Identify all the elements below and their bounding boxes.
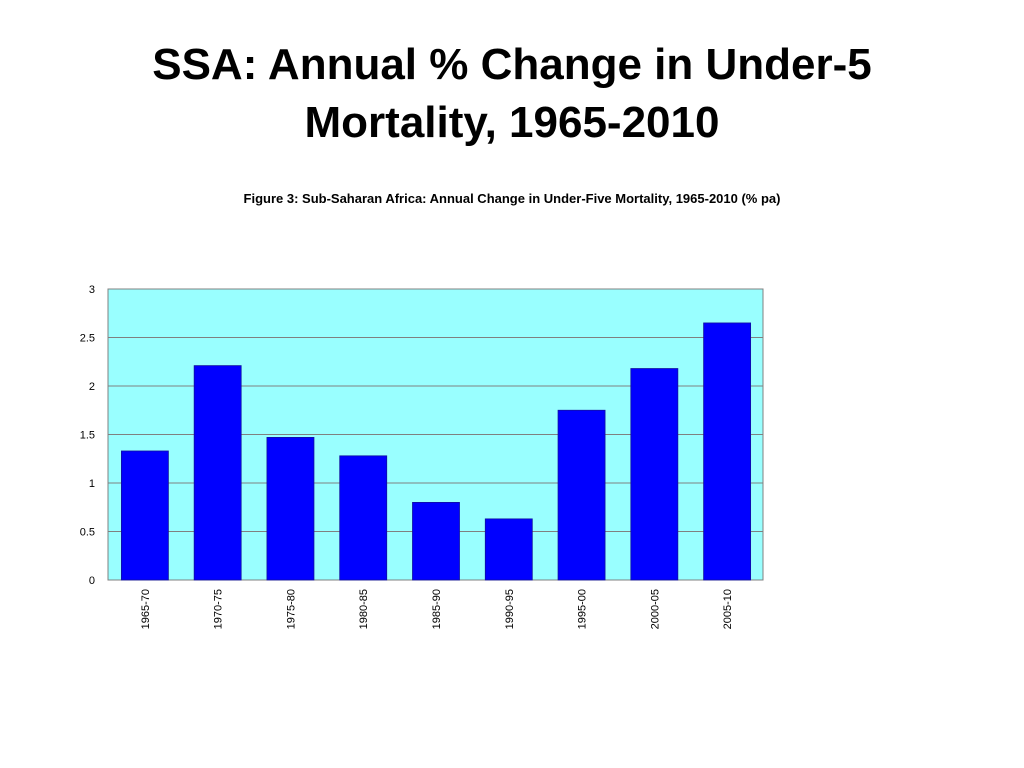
bar-2005-10 bbox=[703, 322, 752, 581]
y-tick-label: 1.5 bbox=[80, 430, 95, 442]
y-tick-label: 0 bbox=[89, 575, 95, 587]
bar-1975-80 bbox=[266, 437, 315, 581]
slide-title: SSA: Annual % Change in Under-5 Mortalit… bbox=[152, 40, 872, 147]
y-tick-label: 0.5 bbox=[80, 527, 95, 539]
x-tick-label: 1970-75 bbox=[213, 589, 225, 629]
bars bbox=[120, 322, 752, 581]
chart-title: Figure 3: Sub-Saharan Africa: Annual Cha… bbox=[243, 191, 781, 206]
y-tick-label: 2.5 bbox=[80, 333, 95, 345]
y-axis: 0 0.5 1 1.5 2 2.5 3 bbox=[80, 284, 95, 587]
bar-2000-05 bbox=[630, 368, 679, 581]
x-axis: 1965-70 1970-75 1975-80 1980-85 1985-90 1990-… bbox=[140, 589, 734, 629]
y-tick-label: 2 bbox=[89, 381, 95, 393]
bar-1990-95 bbox=[484, 518, 533, 581]
y-tick-label: 3 bbox=[89, 284, 95, 296]
bar-1995-00 bbox=[557, 409, 606, 581]
x-tick-label: 1980-85 bbox=[358, 589, 370, 629]
y-tick-label: 1 bbox=[89, 478, 95, 490]
x-tick-label: 1985-90 bbox=[431, 589, 443, 629]
bar-1970-75 bbox=[193, 365, 242, 581]
x-tick-label: 2000-05 bbox=[649, 589, 661, 629]
x-tick-label: 2005-10 bbox=[722, 589, 734, 629]
bar-1980-85 bbox=[339, 455, 388, 581]
bar-1965-70 bbox=[120, 450, 169, 581]
x-tick-label: 1965-70 bbox=[140, 589, 152, 629]
x-tick-label: 1990-95 bbox=[504, 589, 516, 629]
x-tick-label: 1995-00 bbox=[577, 589, 589, 629]
bar-1985-90 bbox=[412, 501, 460, 581]
x-tick-label: 1975-80 bbox=[285, 589, 297, 629]
